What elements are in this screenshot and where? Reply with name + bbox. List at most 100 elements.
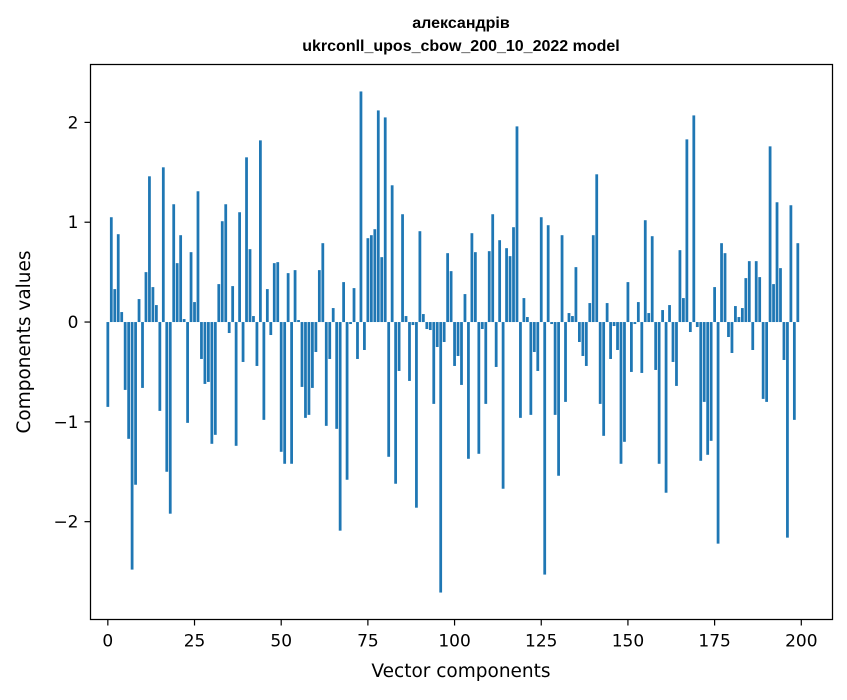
bar — [512, 227, 515, 323]
bar — [702, 322, 706, 402]
bar — [598, 322, 602, 404]
bar — [633, 322, 637, 325]
bar — [165, 322, 169, 472]
bar — [196, 191, 200, 323]
bar — [588, 303, 592, 323]
bar — [144, 272, 148, 323]
bar — [276, 262, 280, 323]
bar — [137, 299, 141, 323]
bar — [345, 322, 349, 480]
bar — [262, 322, 266, 420]
bar — [154, 305, 158, 323]
bar — [432, 322, 436, 404]
bar — [567, 313, 571, 323]
bar — [692, 115, 696, 323]
bar — [116, 234, 120, 323]
bar — [619, 322, 623, 464]
bar — [657, 322, 661, 464]
bar — [470, 233, 474, 323]
bar — [161, 167, 165, 323]
bar — [460, 322, 463, 385]
bar — [390, 185, 394, 323]
bar — [401, 214, 404, 323]
bar — [109, 217, 113, 323]
bar — [227, 322, 231, 334]
bar — [477, 322, 481, 454]
bar — [727, 322, 730, 338]
bar — [134, 322, 137, 485]
bar — [734, 306, 737, 323]
bar — [494, 322, 498, 367]
bar — [508, 256, 512, 323]
bar — [148, 176, 151, 323]
bar — [467, 322, 470, 459]
x-tick-label: 100 — [438, 632, 470, 652]
bar — [571, 316, 574, 323]
x-tick-label: 0 — [102, 632, 113, 652]
x-axis-label: Vector components — [371, 661, 550, 682]
bar — [536, 322, 540, 371]
bar — [654, 322, 658, 370]
bar — [789, 205, 793, 323]
bar — [786, 322, 789, 538]
bar — [761, 322, 765, 399]
bar — [297, 320, 300, 323]
y-tick-label: 0 — [68, 313, 79, 333]
bar — [321, 243, 325, 323]
x-tick-label: 50 — [270, 632, 292, 652]
bar — [650, 236, 654, 323]
bar — [730, 322, 734, 353]
bar — [151, 287, 155, 323]
bar — [380, 257, 384, 323]
bar — [595, 174, 599, 323]
bar — [286, 273, 290, 323]
bar — [252, 316, 255, 323]
bar — [331, 308, 335, 323]
bar — [574, 267, 578, 323]
bar — [449, 271, 453, 323]
bar — [515, 126, 519, 323]
bar — [123, 322, 127, 390]
bar — [553, 322, 557, 415]
bar — [578, 322, 581, 342]
bar — [387, 322, 391, 457]
bar — [442, 322, 446, 342]
bar — [158, 322, 162, 411]
bar — [383, 117, 387, 323]
bar — [314, 322, 318, 352]
bar — [369, 235, 373, 323]
bar — [290, 322, 293, 464]
bar — [356, 322, 359, 359]
bar — [765, 322, 769, 402]
x-tick-label: 175 — [698, 632, 730, 652]
bar — [699, 322, 703, 461]
bar — [675, 322, 678, 386]
bar — [324, 322, 328, 426]
bar — [421, 314, 425, 323]
bars-group — [106, 91, 800, 593]
bar — [695, 322, 699, 328]
bar — [612, 322, 616, 327]
bar — [630, 322, 633, 372]
bar — [113, 289, 117, 323]
bar — [304, 322, 307, 418]
bar — [307, 322, 311, 415]
bar — [408, 322, 411, 381]
bar — [141, 322, 144, 388]
bar — [207, 322, 210, 382]
bar — [193, 302, 196, 323]
bar — [758, 277, 762, 323]
bar — [231, 286, 235, 323]
bar — [328, 322, 332, 359]
bar — [605, 303, 609, 323]
bar — [217, 284, 221, 323]
bar — [626, 282, 630, 323]
bar — [210, 322, 214, 444]
bar — [349, 322, 352, 325]
bar — [550, 322, 554, 325]
bar — [238, 212, 241, 323]
bar — [581, 322, 585, 356]
bar — [688, 322, 692, 333]
bar — [564, 322, 567, 402]
